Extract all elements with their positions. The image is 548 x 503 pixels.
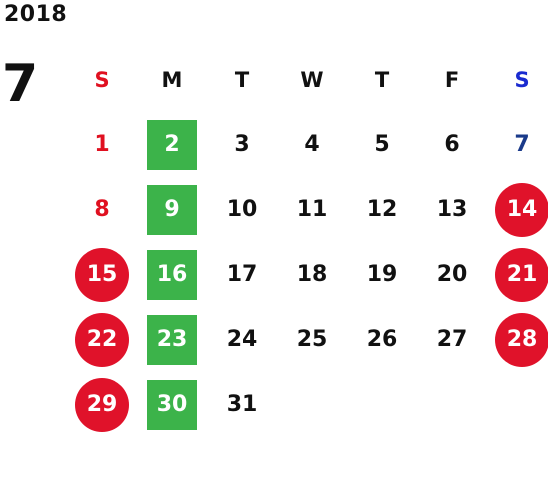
week-row: 1 2 3 4 5 6 7 xyxy=(67,112,548,177)
day-cell[interactable]: 21 xyxy=(487,242,548,307)
day-number: 7 xyxy=(514,132,530,157)
highlight-circle: 29 xyxy=(75,377,129,432)
day-number: 2 xyxy=(164,132,180,157)
day-number: 22 xyxy=(86,327,118,352)
day-number: 5 xyxy=(374,132,390,157)
highlight-circle: 22 xyxy=(75,312,129,367)
day-cell[interactable]: 19 xyxy=(347,242,417,307)
day-cell[interactable]: 12 xyxy=(347,177,417,242)
day-number: 1 xyxy=(94,132,110,157)
day-cell[interactable]: 8 xyxy=(67,177,137,242)
day-cell[interactable]: 18 xyxy=(277,242,347,307)
day-cell[interactable]: 13 xyxy=(417,177,487,242)
day-number: 28 xyxy=(506,327,538,352)
year-label: 2018 xyxy=(4,2,68,27)
day-number: 17 xyxy=(226,262,258,287)
highlight-square: 16 xyxy=(147,249,197,300)
weekday-header-monday: M xyxy=(161,67,183,92)
day-number: 29 xyxy=(86,392,118,417)
calendar-grid: S M T W T F S 1 2 3 4 5 6 7 8 9 10 11 12 13 14 15 16 17 1… xyxy=(67,47,548,437)
day-cell[interactable]: 28 xyxy=(487,307,548,372)
day-number: 20 xyxy=(436,262,468,287)
day-cell[interactable]: 17 xyxy=(207,242,277,307)
day-cell[interactable]: 22 xyxy=(67,307,137,372)
week-row: 15 16 17 18 19 20 21 xyxy=(67,242,548,307)
highlight-circle: 28 xyxy=(495,312,548,367)
day-number: 6 xyxy=(444,132,460,157)
week-row: 8 9 10 11 12 13 14 xyxy=(67,177,548,242)
day-number: 25 xyxy=(296,327,328,352)
weekday-header-sunday: S xyxy=(94,67,110,92)
weekday-header-thursday: T xyxy=(374,67,390,92)
day-number: 11 xyxy=(296,197,328,222)
weekday-header-saturday: S xyxy=(514,67,530,92)
day-number: 18 xyxy=(296,262,328,287)
day-cell[interactable]: 3 xyxy=(207,112,277,177)
day-number: 27 xyxy=(436,327,468,352)
day-number: 21 xyxy=(506,262,538,287)
day-number: 9 xyxy=(164,197,180,222)
day-number: 3 xyxy=(234,132,250,157)
day-number: 19 xyxy=(366,262,398,287)
day-cell[interactable]: 1 xyxy=(67,112,137,177)
week-row: 29 30 31 xyxy=(67,372,548,437)
month-number: 7 xyxy=(2,54,39,114)
highlight-circle: 14 xyxy=(495,182,548,237)
day-cell[interactable]: 16 xyxy=(137,242,207,307)
day-cell[interactable]: 20 xyxy=(417,242,487,307)
day-cell[interactable]: 26 xyxy=(347,307,417,372)
day-number: 8 xyxy=(94,197,110,222)
day-number: 31 xyxy=(226,392,258,417)
day-cell[interactable]: 11 xyxy=(277,177,347,242)
highlight-square: 30 xyxy=(147,379,197,430)
highlight-square: 9 xyxy=(147,184,197,235)
day-number: 23 xyxy=(156,327,188,352)
empty-day-cell xyxy=(417,372,487,437)
day-number: 13 xyxy=(436,197,468,222)
day-cell[interactable]: 7 xyxy=(487,112,548,177)
day-number: 24 xyxy=(226,327,258,352)
day-number: 10 xyxy=(226,197,258,222)
day-cell[interactable]: 15 xyxy=(67,242,137,307)
weekday-header-row: S M T W T F S xyxy=(67,47,548,112)
day-cell[interactable]: 29 xyxy=(67,372,137,437)
day-cell[interactable]: 31 xyxy=(207,372,277,437)
highlight-circle: 21 xyxy=(495,247,548,302)
day-cell[interactable]: 27 xyxy=(417,307,487,372)
day-cell[interactable]: 10 xyxy=(207,177,277,242)
day-cell[interactable]: 5 xyxy=(347,112,417,177)
week-row: 22 23 24 25 26 27 28 xyxy=(67,307,548,372)
day-cell[interactable]: 4 xyxy=(277,112,347,177)
highlight-square: 23 xyxy=(147,314,197,365)
day-number: 4 xyxy=(304,132,320,157)
day-cell[interactable]: 23 xyxy=(137,307,207,372)
weeks-container: 1 2 3 4 5 6 7 8 9 10 11 12 13 14 15 16 17 18 19 20 21 22 23 24 2… xyxy=(67,112,548,437)
day-number: 12 xyxy=(366,197,398,222)
day-cell[interactable]: 2 xyxy=(137,112,207,177)
weekday-header-friday: F xyxy=(444,67,460,92)
highlight-square: 2 xyxy=(147,119,197,170)
day-cell[interactable]: 24 xyxy=(207,307,277,372)
day-cell[interactable]: 9 xyxy=(137,177,207,242)
empty-day-cell xyxy=(347,372,417,437)
day-number: 15 xyxy=(86,262,118,287)
day-cell[interactable]: 6 xyxy=(417,112,487,177)
day-cell[interactable]: 30 xyxy=(137,372,207,437)
day-number: 14 xyxy=(506,197,538,222)
highlight-circle: 15 xyxy=(75,247,129,302)
weekday-header-tuesday: T xyxy=(234,67,250,92)
day-cell[interactable]: 14 xyxy=(487,177,548,242)
weekday-header-wednesday: W xyxy=(300,67,324,92)
empty-day-cell xyxy=(487,372,548,437)
day-number: 30 xyxy=(156,392,188,417)
day-number: 16 xyxy=(156,262,188,287)
empty-day-cell xyxy=(277,372,347,437)
day-number: 26 xyxy=(366,327,398,352)
day-cell[interactable]: 25 xyxy=(277,307,347,372)
